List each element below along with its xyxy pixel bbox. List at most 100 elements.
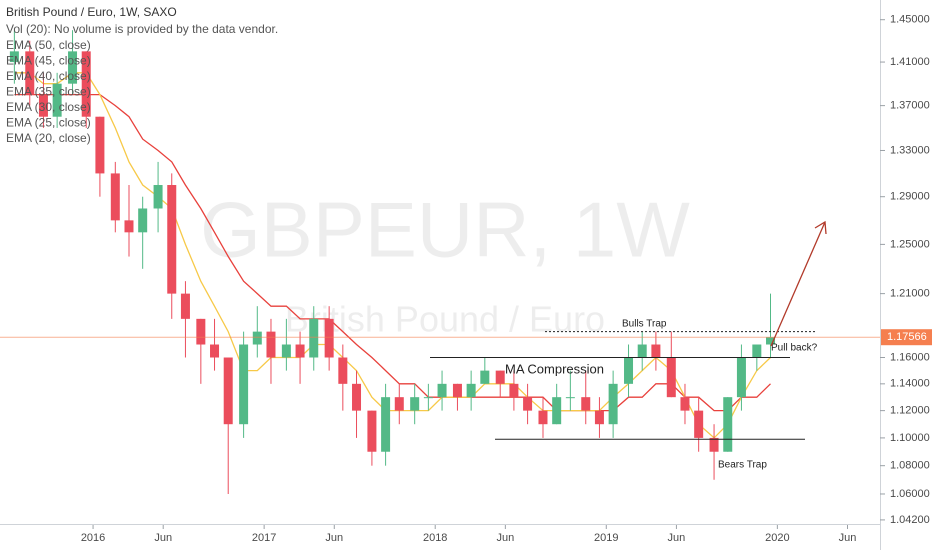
y-tick-label: 1.04200	[890, 514, 930, 526]
candle-body	[709, 437, 719, 452]
candle-body	[651, 344, 661, 358]
candle-body	[223, 357, 233, 425]
candle-body	[594, 410, 604, 425]
legend-entry: EMA (25, close)	[6, 116, 91, 130]
legend-entry: EMA (45, close)	[6, 54, 91, 68]
legend-entry: EMA (50, close)	[6, 38, 91, 52]
candle-body	[95, 116, 105, 174]
legend-entry: EMA (40, close)	[6, 69, 91, 83]
candle-body	[736, 357, 746, 398]
y-tick-label: 1.06000	[890, 488, 930, 500]
candle-body	[38, 94, 48, 117]
candle-body	[509, 383, 519, 398]
candle-body	[466, 383, 476, 398]
y-tick-label: 1.12000	[890, 405, 930, 417]
candle-body	[110, 173, 120, 221]
candle-body	[266, 331, 276, 358]
chart-title: British Pound / Euro, 1W, SAXO	[6, 5, 177, 19]
candle-body	[196, 318, 206, 345]
candle-body	[538, 410, 548, 425]
y-tick-label: 1.33000	[890, 144, 930, 156]
candle-body	[637, 344, 647, 358]
candle-body	[324, 318, 334, 358]
candle-body	[180, 293, 190, 319]
y-tick-label: 1.45000	[890, 14, 930, 26]
candle-body	[81, 51, 91, 117]
y-tick-label: 1.37000	[890, 100, 930, 112]
candle-body	[552, 397, 562, 425]
candle-body	[394, 397, 404, 411]
candle-body	[381, 397, 391, 452]
candle-body	[624, 357, 634, 384]
x-tick-label: Jun	[839, 532, 857, 544]
x-tick-label: 2020	[765, 532, 789, 544]
x-tick-label: 2017	[252, 532, 276, 544]
candle-body	[338, 357, 348, 384]
y-tick-label: 1.41000	[890, 56, 930, 68]
candle-body	[723, 397, 733, 452]
volume-note: Vol (20): No volume is provided by the d…	[6, 22, 278, 36]
last-price-label: 1.17566	[887, 331, 927, 343]
candle-body	[252, 331, 262, 345]
candle-body	[565, 397, 575, 399]
candle-body	[423, 397, 433, 399]
arrow-head	[814, 220, 827, 235]
candle-body	[295, 344, 305, 358]
candle-body	[523, 397, 533, 411]
candle-body	[52, 83, 62, 117]
last-price-box	[881, 329, 932, 346]
candle-body	[608, 383, 618, 425]
candle-body	[452, 383, 462, 398]
candle-body	[367, 410, 377, 452]
candle-body	[210, 344, 220, 358]
x-tick-label: Jun	[668, 532, 686, 544]
candle-body	[281, 344, 291, 358]
ema-line	[14, 93, 771, 412]
candle-body	[68, 51, 78, 84]
watermark: GBPEUR, 1W British Pound / Euro	[200, 186, 690, 340]
y-tick-label: 1.25000	[890, 238, 930, 250]
candle-body	[153, 185, 163, 209]
y-tick-label: 1.10000	[890, 432, 930, 444]
candle-body	[25, 51, 35, 95]
x-tick-label: 2018	[423, 532, 447, 544]
candle-body	[138, 208, 148, 233]
candle-body	[581, 397, 591, 411]
candle-body	[167, 185, 177, 294]
legend-entry: EMA (35, close)	[6, 85, 91, 99]
candle-body	[495, 370, 505, 384]
plot-area	[9, 30, 815, 494]
x-tick-label: 2016	[81, 532, 105, 544]
candle-body	[309, 318, 319, 358]
candle-body	[752, 344, 762, 358]
candle-body	[352, 383, 362, 411]
x-tick-label: Jun	[154, 532, 172, 544]
annotation: Bulls Trap	[622, 319, 667, 330]
candle-body	[410, 397, 420, 411]
candle-body	[666, 357, 676, 398]
candle-body	[680, 397, 690, 411]
ema-line	[14, 72, 771, 439]
candle-body	[437, 383, 447, 398]
watermark-name: British Pound / Euro	[285, 299, 605, 340]
arrow-shaft	[770, 221, 826, 347]
y-tick-label: 1.16000	[890, 351, 930, 363]
candle-body	[694, 410, 704, 438]
candle-body	[9, 51, 19, 63]
x-tick-label: Jun	[496, 532, 514, 544]
x-tick-label: 2019	[594, 532, 618, 544]
candle-body	[480, 370, 490, 384]
legend-entry: EMA (30, close)	[6, 100, 91, 114]
y-tick-label: 1.29000	[890, 191, 930, 203]
y-tick-label: 1.14000	[890, 378, 930, 390]
candle-body	[766, 337, 776, 345]
candle-body	[124, 220, 134, 233]
legend-entry: EMA (20, close)	[6, 131, 91, 145]
watermark-symbol: GBPEUR, 1W	[200, 186, 690, 274]
annotation: Bears Trap	[718, 460, 767, 471]
annotation: Pull back?	[771, 343, 818, 354]
candle-body	[239, 344, 249, 425]
x-tick-label: Jun	[325, 532, 343, 544]
annotation: MA Compression	[505, 361, 604, 376]
